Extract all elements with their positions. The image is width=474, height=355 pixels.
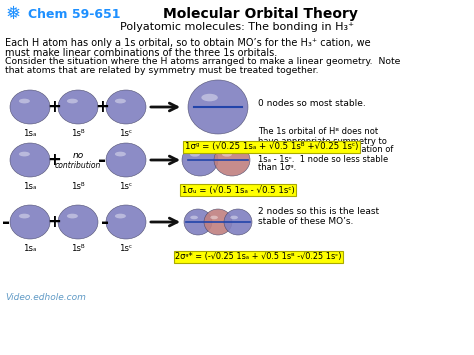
Text: 0 nodes so most stable.: 0 nodes so most stable. [258, 98, 366, 108]
Text: 1sₐ - 1sᶜ.  1 node so less stable: 1sₐ - 1sᶜ. 1 node so less stable [258, 154, 388, 164]
Text: 1sᶜ: 1sᶜ [119, 129, 133, 138]
Text: -: - [101, 213, 109, 231]
Ellipse shape [19, 214, 30, 218]
Text: 1sₐ: 1sₐ [23, 244, 36, 253]
Ellipse shape [190, 215, 198, 219]
Text: than 1σᵍ.: than 1σᵍ. [258, 164, 296, 173]
Ellipse shape [115, 214, 126, 218]
Ellipse shape [10, 90, 50, 124]
Text: The 1s orbital of Hᴮ does not: The 1s orbital of Hᴮ does not [258, 127, 378, 137]
Ellipse shape [214, 144, 250, 176]
Text: +: + [95, 98, 109, 116]
Text: +: + [47, 151, 61, 169]
Ellipse shape [201, 94, 218, 101]
Text: 2σᵍ* = (-√0.25 1sₐ + √0.5 1sᴮ -√0.25 1sᶜ): 2σᵍ* = (-√0.25 1sₐ + √0.5 1sᴮ -√0.25 1sᶜ… [175, 252, 341, 262]
Text: stable of these MO’s.: stable of these MO’s. [258, 218, 354, 226]
Text: 1σᵍ = (√0.25 1sₐ + √0.5 1sᴮ +√0.25 1sᶜ): 1σᵍ = (√0.25 1sₐ + √0.5 1sᴮ +√0.25 1sᶜ) [185, 142, 358, 152]
Text: -: - [2, 213, 10, 231]
Text: +: + [47, 213, 61, 231]
Text: Video.edhole.com: Video.edhole.com [5, 293, 86, 301]
Text: ❅: ❅ [5, 5, 20, 23]
Ellipse shape [58, 90, 98, 124]
Text: Molecular Orbital Theory: Molecular Orbital Theory [163, 7, 357, 21]
Ellipse shape [10, 205, 50, 239]
Text: 1sᴮ: 1sᴮ [71, 129, 85, 138]
Text: -: - [98, 151, 106, 169]
Text: Polyatomic molecules: The bonding in H₃⁺: Polyatomic molecules: The bonding in H₃⁺ [120, 22, 354, 32]
Text: 1sᶜ: 1sᶜ [119, 244, 133, 253]
Text: must make linear combinations of the three 1s orbitals.: must make linear combinations of the thr… [5, 48, 277, 58]
Text: 1sᶜ: 1sᶜ [119, 182, 133, 191]
Ellipse shape [115, 152, 126, 157]
Ellipse shape [184, 209, 212, 235]
Ellipse shape [222, 152, 232, 157]
Ellipse shape [67, 99, 78, 103]
Text: 1sᴮ: 1sᴮ [71, 244, 85, 253]
Ellipse shape [204, 209, 232, 235]
Ellipse shape [67, 214, 78, 218]
Ellipse shape [106, 90, 146, 124]
Text: interact with the combination of: interact with the combination of [258, 146, 393, 154]
Text: Consider the situation where the H atoms arranged to make a linear geometry.  No: Consider the situation where the H atoms… [5, 57, 401, 66]
Text: no: no [73, 152, 83, 160]
Ellipse shape [190, 152, 200, 157]
Text: contribution: contribution [55, 160, 101, 169]
Ellipse shape [188, 80, 248, 134]
Text: Each H atom has only a 1s orbital, so to obtain MO’s for the H₃⁺ cation, we: Each H atom has only a 1s orbital, so to… [5, 38, 371, 48]
Text: +: + [47, 98, 61, 116]
Ellipse shape [182, 144, 218, 176]
Text: 2 nodes so this is the least: 2 nodes so this is the least [258, 208, 379, 217]
Ellipse shape [210, 215, 218, 219]
Ellipse shape [106, 205, 146, 239]
Text: Chem 59-651: Chem 59-651 [28, 7, 120, 21]
Ellipse shape [19, 99, 30, 103]
Ellipse shape [19, 152, 30, 157]
Text: 1sᴮ: 1sᴮ [71, 182, 85, 191]
Text: that atoms that are related by symmetry must be treated together.: that atoms that are related by symmetry … [5, 66, 319, 75]
Text: have appropriate symmetry to: have appropriate symmetry to [258, 137, 387, 146]
Text: 1σᵤ = (√0.5 1sₐ - √0.5 1sᶜ): 1σᵤ = (√0.5 1sₐ - √0.5 1sᶜ) [182, 186, 295, 195]
Ellipse shape [230, 215, 238, 219]
Ellipse shape [106, 143, 146, 177]
Ellipse shape [224, 209, 252, 235]
Text: 1sₐ: 1sₐ [23, 182, 36, 191]
Ellipse shape [10, 143, 50, 177]
Text: 1sₐ: 1sₐ [23, 129, 36, 138]
Ellipse shape [58, 205, 98, 239]
Ellipse shape [115, 99, 126, 103]
